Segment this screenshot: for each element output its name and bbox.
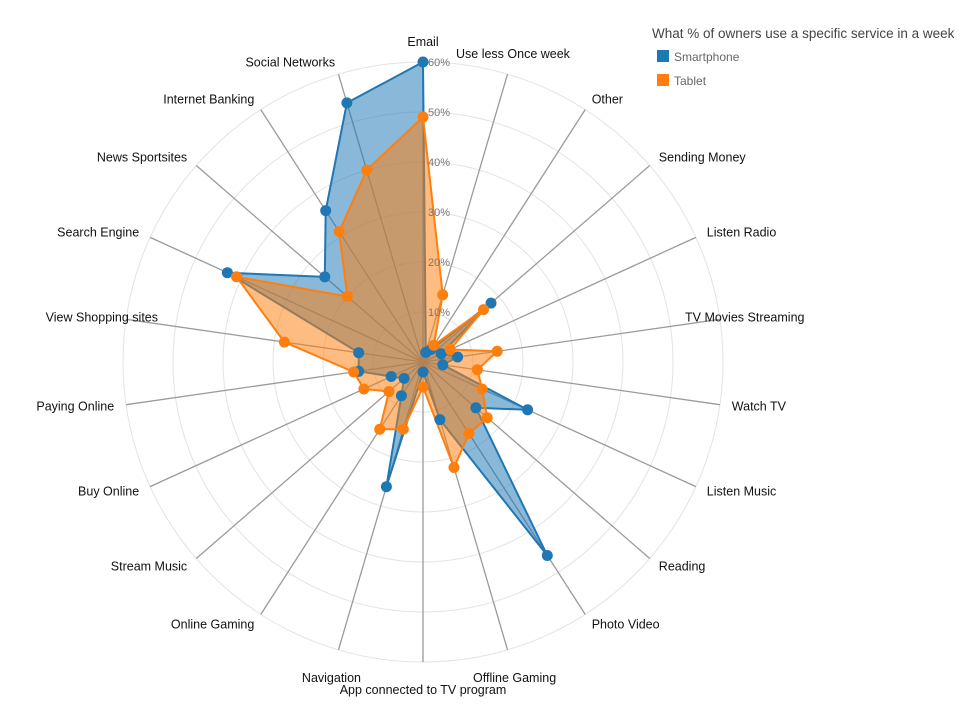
point-smartphone-buy-online[interactable] [385,371,397,382]
point-smartphone-watch-tv[interactable] [437,359,449,371]
axis-label-reading: Reading [659,559,706,573]
point-smartphone-email[interactable] [417,56,429,68]
axis-label-view-shopping-sites: View Shopping sites [46,311,158,325]
legend: Smartphone Tablet [657,50,740,88]
tick-label-60: 60% [428,57,450,69]
point-smartphone-sending-money[interactable] [485,297,497,309]
axis-label-other: Other [592,93,623,107]
point-tablet-photo-video[interactable] [463,428,475,439]
tick-labels: 10% 20% 30% 40% 50% 60% [428,57,450,319]
axis-label-news-sportsites: News Sportsites [97,151,187,165]
point-tablet-watch-tv[interactable] [471,364,483,376]
spoke-other [422,109,586,363]
axis-label-photo-video: Photo Video [592,618,660,632]
tick-label-40: 40% [428,157,450,169]
axis-label-search-engine: Search Engine [57,225,139,239]
series-layer [221,56,553,561]
axis-label-stream-music: Stream Music [111,559,187,573]
point-tablet-news-sportsites[interactable] [341,291,353,302]
legend-label-tablet[interactable]: Tablet [674,74,707,88]
point-smartphone-view-shopping-sites[interactable] [353,347,365,359]
point-tablet-sending-money[interactable] [478,304,489,316]
point-tablet-paying-online[interactable] [348,366,360,378]
axis-label-offline-gaming: Offline Gaming [473,671,556,685]
point-smartphone-photo-video[interactable] [541,550,553,561]
point-smartphone-app-connected-to-tv-program[interactable] [417,366,429,378]
axis-label-email: Email [407,35,438,49]
axis-label-paying-online: Paying Online [36,399,114,413]
point-smartphone-online-gaming[interactable] [395,390,407,402]
point-smartphone-listen-music[interactable] [522,404,534,416]
point-smartphone-navigation[interactable] [380,481,392,493]
point-tablet-navigation[interactable] [397,423,409,435]
point-tablet-offline-gaming[interactable] [448,462,460,473]
point-tablet-use-less-once-week[interactable] [437,289,449,301]
point-smartphone-search-engine[interactable] [221,267,233,279]
point-tablet-stream-music[interactable] [383,386,395,397]
tick-label-20: 20% [428,257,450,269]
tick-label-10: 10% [428,307,450,319]
axis-label-tv-movies-streaming: TV Movies Streaming [685,311,805,325]
legend-label-smartphone[interactable]: Smartphone [674,50,740,64]
point-smartphone-listen-radio[interactable] [435,348,447,360]
axis-label-internet-banking: Internet Banking [163,93,254,107]
tick-label-50: 50% [428,107,450,119]
point-smartphone-news-sportsites[interactable] [319,271,331,283]
axis-labels: Email Use less Once week Other Sending Mone… [36,35,804,697]
point-tablet-tv-movies-streaming[interactable] [491,345,503,357]
spoke-listen-radio [422,236,697,363]
point-smartphone-tv-movies-streaming[interactable] [452,351,464,363]
legend-swatch-tablet [657,74,669,86]
point-tablet-internet-banking[interactable] [333,226,345,238]
point-tablet-listen-music[interactable] [476,383,488,395]
point-tablet-reading[interactable] [481,412,493,424]
point-tablet-email[interactable] [417,111,429,123]
legend-swatch-smartphone [657,50,669,62]
axis-label-sending-money: Sending Money [659,151,747,165]
axis-label-watch-tv: Watch TV [732,399,787,413]
point-tablet-online-gaming[interactable] [374,423,386,435]
point-tablet-view-shopping-sites[interactable] [278,336,290,348]
point-smartphone-stream-music[interactable] [398,372,410,384]
point-smartphone-offline-gaming[interactable] [434,414,446,426]
axis-label-online-gaming: Online Gaming [171,618,254,632]
tick-label-30: 30% [428,207,450,219]
point-tablet-app-connected-to-tv-program[interactable] [417,381,429,393]
axis-label-listen-music: Listen Music [707,485,776,499]
point-smartphone-reading[interactable] [470,402,482,414]
point-tablet-social-networks[interactable] [361,164,373,176]
axis-label-listen-radio: Listen Radio [707,225,777,239]
point-smartphone-internet-banking[interactable] [320,205,332,217]
point-tablet-other[interactable] [428,339,440,351]
axis-label-app-connected-to-tv-program: App connected to TV program [340,683,507,697]
axis-label-navigation: Navigation [302,671,361,685]
point-smartphone-social-networks[interactable] [341,97,353,109]
point-tablet-search-engine[interactable] [231,271,242,283]
axis-label-use-less-once-week: Use less Once week [456,47,571,61]
point-tablet-listen-radio[interactable] [444,344,456,355]
axis-label-buy-online: Buy Online [78,485,139,499]
chart-title: What % of owners use a specific service … [652,26,955,41]
axis-label-social-networks: Social Networks [245,56,335,70]
point-tablet-buy-online[interactable] [358,383,370,395]
